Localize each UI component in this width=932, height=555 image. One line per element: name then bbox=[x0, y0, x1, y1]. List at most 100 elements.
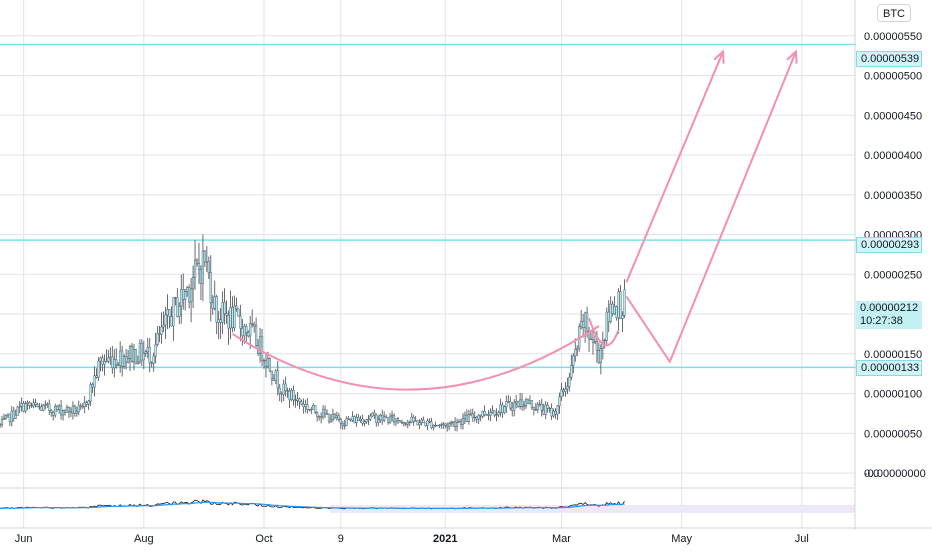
candle[interactable] bbox=[351, 411, 354, 423]
candle[interactable] bbox=[308, 408, 311, 412]
candle[interactable] bbox=[507, 394, 510, 403]
candle[interactable] bbox=[487, 409, 490, 421]
candle[interactable] bbox=[367, 414, 370, 426]
candle[interactable] bbox=[335, 411, 338, 421]
candle[interactable] bbox=[432, 424, 435, 431]
candle[interactable] bbox=[205, 246, 208, 272]
candle[interactable] bbox=[556, 404, 559, 420]
candle[interactable] bbox=[146, 337, 149, 359]
candle[interactable] bbox=[613, 296, 616, 315]
candle[interactable] bbox=[430, 417, 433, 430]
candle[interactable] bbox=[615, 305, 618, 321]
candle[interactable] bbox=[16, 406, 19, 416]
candle[interactable] bbox=[150, 361, 153, 368]
candle[interactable] bbox=[286, 387, 289, 398]
candle[interactable] bbox=[392, 413, 396, 426]
candle[interactable] bbox=[83, 396, 86, 414]
candle[interactable] bbox=[576, 345, 579, 357]
candle[interactable] bbox=[511, 401, 514, 417]
candle[interactable] bbox=[235, 297, 238, 312]
candle[interactable] bbox=[256, 339, 260, 356]
candle[interactable] bbox=[231, 296, 234, 333]
candle[interactable] bbox=[93, 366, 96, 397]
candle[interactable] bbox=[572, 353, 575, 374]
candle[interactable] bbox=[274, 369, 277, 385]
candle[interactable] bbox=[52, 410, 55, 421]
candle[interactable] bbox=[258, 327, 262, 363]
candle[interactable] bbox=[251, 309, 254, 328]
candle[interactable] bbox=[77, 400, 80, 416]
candle[interactable] bbox=[357, 414, 360, 421]
candle[interactable] bbox=[282, 379, 285, 402]
candle[interactable] bbox=[8, 413, 11, 426]
candle[interactable] bbox=[245, 323, 248, 343]
candle[interactable] bbox=[18, 401, 21, 414]
candle[interactable] bbox=[513, 399, 516, 417]
candle[interactable] bbox=[528, 395, 532, 405]
candle[interactable] bbox=[211, 295, 214, 315]
candle[interactable] bbox=[184, 288, 187, 311]
candle[interactable] bbox=[136, 355, 140, 365]
candle[interactable] bbox=[180, 274, 183, 324]
candle[interactable] bbox=[189, 277, 193, 323]
candle[interactable] bbox=[107, 349, 110, 364]
candle[interactable] bbox=[197, 242, 201, 284]
candle[interactable] bbox=[201, 234, 205, 302]
candle[interactable] bbox=[396, 416, 400, 424]
candle[interactable] bbox=[134, 348, 138, 365]
candle[interactable] bbox=[109, 347, 112, 366]
candle[interactable] bbox=[471, 408, 474, 422]
candle[interactable] bbox=[14, 409, 17, 419]
candle[interactable] bbox=[532, 406, 535, 416]
candle[interactable] bbox=[526, 398, 530, 405]
candle[interactable] bbox=[603, 338, 606, 349]
candle[interactable] bbox=[587, 326, 591, 352]
candle[interactable] bbox=[446, 422, 449, 432]
candle[interactable] bbox=[591, 328, 595, 355]
candle[interactable] bbox=[164, 307, 167, 340]
candle[interactable] bbox=[24, 401, 27, 414]
candle[interactable] bbox=[544, 401, 547, 419]
candle[interactable] bbox=[371, 412, 374, 417]
candle[interactable] bbox=[247, 330, 250, 338]
candle[interactable] bbox=[402, 421, 405, 427]
candle[interactable] bbox=[162, 311, 165, 333]
candle[interactable] bbox=[132, 344, 136, 371]
candles[interactable] bbox=[0, 234, 626, 432]
candle[interactable] bbox=[44, 400, 47, 410]
candle[interactable] bbox=[388, 413, 392, 425]
candle[interactable] bbox=[217, 311, 220, 340]
candle[interactable] bbox=[168, 308, 171, 329]
candle[interactable] bbox=[87, 399, 90, 410]
candle[interactable] bbox=[560, 382, 563, 401]
candle[interactable] bbox=[6, 413, 9, 418]
candle[interactable] bbox=[534, 402, 537, 411]
candle[interactable] bbox=[152, 352, 155, 372]
candle[interactable] bbox=[475, 416, 478, 424]
candle[interactable] bbox=[101, 354, 104, 372]
candle[interactable] bbox=[574, 338, 577, 362]
candle[interactable] bbox=[89, 382, 92, 406]
candle[interactable] bbox=[552, 408, 555, 418]
candle[interactable] bbox=[67, 406, 71, 418]
candle[interactable] bbox=[436, 424, 439, 427]
candle[interactable] bbox=[548, 406, 551, 413]
candle[interactable] bbox=[414, 416, 417, 422]
candle[interactable] bbox=[36, 402, 39, 408]
candle[interactable] bbox=[536, 401, 539, 414]
candle[interactable] bbox=[554, 408, 557, 419]
candle[interactable] bbox=[20, 397, 23, 412]
candle[interactable] bbox=[379, 413, 382, 423]
candle[interactable] bbox=[448, 421, 451, 431]
candle[interactable] bbox=[434, 421, 437, 428]
oscillator-pane[interactable] bbox=[0, 499, 855, 513]
candle[interactable] bbox=[209, 255, 212, 322]
projection-arrow[interactable] bbox=[625, 51, 724, 283]
candle[interactable] bbox=[292, 385, 295, 406]
candle[interactable] bbox=[369, 413, 372, 422]
candle[interactable] bbox=[276, 360, 279, 396]
candle[interactable] bbox=[320, 412, 323, 424]
candle[interactable] bbox=[424, 422, 427, 427]
candle[interactable] bbox=[34, 398, 37, 408]
